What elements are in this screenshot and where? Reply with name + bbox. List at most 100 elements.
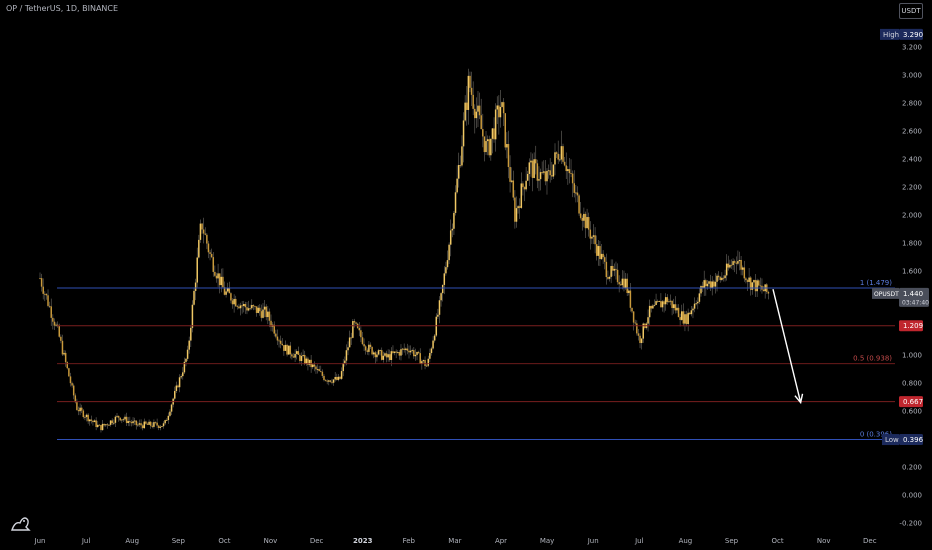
candle-body <box>613 268 616 271</box>
candle-body <box>401 348 404 350</box>
candle-body <box>82 410 85 418</box>
candle-body <box>385 353 388 358</box>
candle-body <box>461 146 463 166</box>
candle-body <box>382 355 385 360</box>
candle-body <box>615 268 617 270</box>
candle-body <box>656 301 659 302</box>
candle-body <box>334 377 336 380</box>
current-price-countdown: 03:47:40 <box>902 299 929 306</box>
candle-body <box>680 311 683 320</box>
candle-body <box>217 273 219 279</box>
price-badge-0-bg <box>899 320 923 332</box>
candle-body <box>685 314 688 324</box>
candle-body <box>421 361 423 364</box>
candle-body <box>165 420 168 421</box>
candle-body <box>316 369 319 370</box>
candle-body <box>759 285 762 287</box>
candle-body <box>149 421 152 426</box>
candle-body <box>64 352 67 363</box>
candle-body <box>121 419 123 421</box>
candle-body <box>456 178 458 193</box>
candle-body <box>499 106 502 118</box>
candle-body <box>634 322 636 324</box>
candle-body <box>117 415 120 418</box>
candle-body <box>50 306 52 318</box>
fib-label-0: 1 (1.479) <box>860 279 892 287</box>
candle-body <box>262 309 264 318</box>
candle-body <box>74 395 77 403</box>
projection-arrow-head <box>794 393 804 405</box>
tradingview-logo-icon[interactable] <box>10 514 32 532</box>
candle-body <box>735 262 738 264</box>
candle-body <box>563 161 566 166</box>
candle-body <box>186 349 189 359</box>
candle-body <box>260 311 263 318</box>
candle-body <box>105 424 107 426</box>
candle-body <box>236 306 239 307</box>
candle-body <box>320 371 322 372</box>
candle-body <box>307 358 309 365</box>
candle-body <box>746 280 749 282</box>
candle-body <box>506 144 508 148</box>
candle-body <box>414 354 417 357</box>
candle-body <box>466 102 468 110</box>
candle-body <box>587 217 590 230</box>
candle-body <box>175 385 178 391</box>
candle-body <box>87 414 89 422</box>
candle-body <box>510 180 513 182</box>
candle-body <box>101 423 104 431</box>
candle-body <box>193 290 195 305</box>
candle-body <box>372 352 375 355</box>
candle-body <box>392 351 394 353</box>
x-tick-label: Nov <box>817 537 831 545</box>
candle-body <box>557 153 559 160</box>
candle-body <box>178 377 181 388</box>
candle-body <box>509 167 511 182</box>
candle-body <box>170 404 173 412</box>
candle-body <box>578 195 580 214</box>
candle-body <box>624 278 627 289</box>
candle-body <box>127 421 129 424</box>
candle-body <box>650 305 653 309</box>
candle-body <box>405 348 407 350</box>
candle-body <box>620 284 622 286</box>
x-tick-label: Jul <box>634 537 644 545</box>
candle-body <box>555 152 558 154</box>
candle-body <box>679 317 681 320</box>
candle-body <box>677 307 680 318</box>
candle-body <box>265 306 267 318</box>
y-tick-label: 2.600 <box>902 128 922 136</box>
candle-body <box>85 414 88 418</box>
candle-body <box>156 422 158 426</box>
candle-body <box>72 385 75 396</box>
candle-body <box>637 333 640 336</box>
candle-body <box>477 105 479 112</box>
candle-body <box>376 354 378 358</box>
candle-body <box>252 305 255 307</box>
candle-body <box>700 286 702 294</box>
candle-body <box>449 230 452 245</box>
candle-body <box>332 379 335 383</box>
fib-label-4: 0 (0.396) <box>860 431 892 439</box>
candle-body <box>251 305 253 309</box>
candle-body <box>541 172 543 173</box>
price-badge-1-bg <box>899 396 923 408</box>
candle-body <box>299 354 301 362</box>
candle-body <box>267 311 269 318</box>
candle-body <box>457 165 460 179</box>
candle-body <box>602 253 604 258</box>
candle-body <box>305 358 308 364</box>
candle-body <box>668 301 670 303</box>
candle-body <box>642 323 644 339</box>
candle-body <box>63 352 65 355</box>
candle-body <box>703 280 705 289</box>
y-tick-label: 2.400 <box>902 156 922 164</box>
projection-arrow-layer <box>772 289 804 405</box>
candle-body <box>371 347 373 355</box>
currency-button[interactable]: USDT <box>899 3 923 19</box>
candle-body <box>597 246 600 256</box>
candle-body <box>164 420 166 424</box>
candle-body <box>257 307 259 313</box>
candle-body <box>738 259 741 262</box>
